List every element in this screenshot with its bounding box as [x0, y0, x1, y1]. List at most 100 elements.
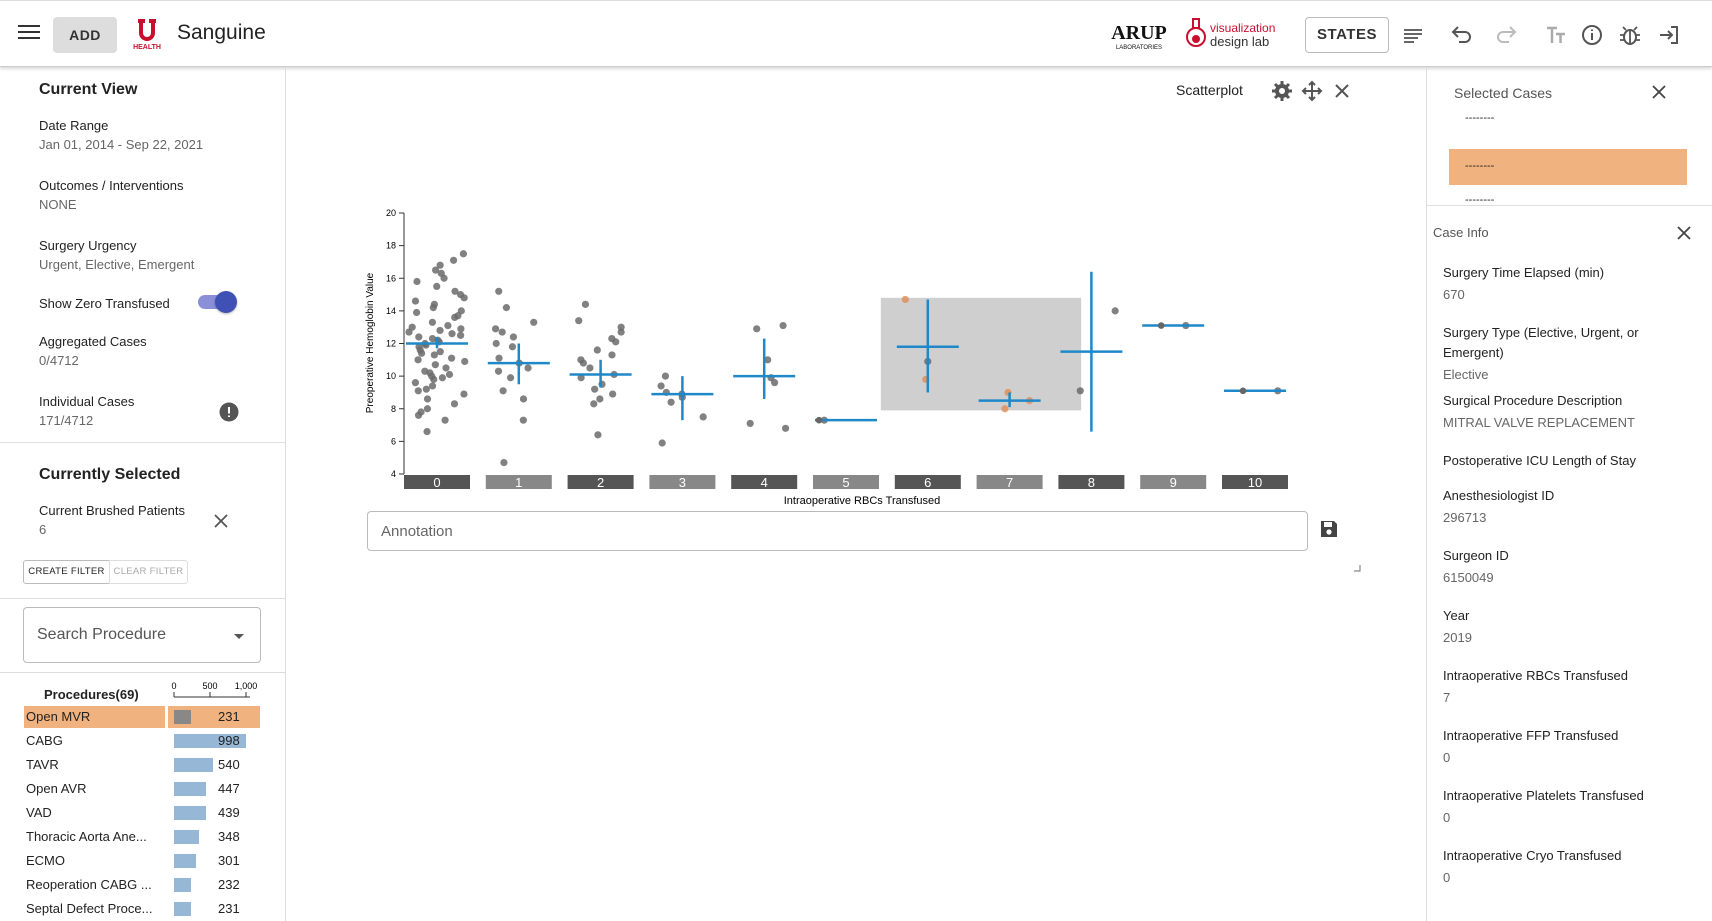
data-point[interactable] [667, 398, 675, 406]
data-point[interactable] [437, 269, 445, 277]
selected-case-item[interactable]: -------- [1465, 194, 1495, 206]
data-point[interactable] [502, 304, 510, 312]
data-point[interactable] [423, 405, 432, 413]
data-point[interactable] [617, 328, 625, 336]
data-point[interactable] [581, 300, 590, 308]
data-point[interactable] [430, 351, 438, 359]
data-point[interactable] [414, 387, 422, 395]
data-point[interactable] [746, 419, 754, 428]
data-point[interactable] [441, 416, 449, 424]
data-point[interactable] [461, 357, 469, 366]
data-point[interactable] [494, 367, 503, 375]
data-point[interactable] [431, 361, 439, 369]
data-point[interactable] [436, 348, 444, 356]
data-point[interactable] [612, 338, 620, 346]
data-point[interactable] [781, 424, 790, 432]
data-point[interactable] [509, 333, 518, 341]
data-point[interactable] [433, 282, 441, 291]
procedure-row[interactable]: Thoracic Aorta Ane... 348 [24, 826, 260, 848]
data-point[interactable] [591, 385, 599, 393]
procedure-row[interactable]: CABG 998 [24, 730, 260, 752]
data-point[interactable] [596, 395, 604, 403]
selected-case-item-active[interactable]: -------- [1449, 149, 1687, 185]
close-selected-cases-icon[interactable] [1649, 82, 1669, 102]
data-point[interactable] [444, 321, 452, 330]
data-point[interactable] [413, 277, 421, 286]
chevron-down-icon[interactable] [234, 634, 244, 639]
text-size-icon[interactable] [1542, 21, 1570, 49]
toggle-knob[interactable] [215, 291, 237, 313]
procedure-bar[interactable] [174, 806, 206, 820]
data-point[interactable] [1111, 307, 1119, 315]
data-point[interactable] [661, 372, 670, 380]
states-button[interactable]: STATES [1305, 17, 1389, 53]
data-point[interactable] [414, 411, 423, 419]
procedure-bar[interactable] [174, 830, 200, 844]
bug-icon[interactable] [1616, 21, 1644, 49]
procedure-bar[interactable] [174, 734, 246, 748]
data-point[interactable] [577, 374, 585, 382]
selected-data-point[interactable] [1001, 405, 1009, 413]
data-point[interactable] [658, 439, 666, 447]
data-point[interactable] [428, 372, 436, 380]
data-point[interactable] [457, 331, 465, 339]
procedure-bar[interactable] [174, 710, 191, 724]
data-point[interactable] [428, 318, 437, 326]
data-point[interactable] [779, 321, 787, 330]
data-point[interactable] [586, 364, 594, 372]
data-point[interactable] [421, 367, 429, 375]
data-point[interactable] [438, 374, 447, 382]
data-point[interactable] [590, 400, 598, 408]
data-point[interactable] [593, 346, 601, 354]
data-point[interactable] [442, 364, 450, 372]
annotation-input[interactable]: Annotation [367, 511, 1308, 551]
selected-case-item[interactable]: -------- [1465, 112, 1495, 124]
data-point[interactable] [500, 458, 508, 467]
procedure-bar[interactable] [174, 854, 196, 868]
data-point[interactable] [450, 400, 459, 408]
redo-icon[interactable] [1494, 21, 1522, 49]
add-button[interactable]: ADD [53, 17, 117, 53]
data-point[interactable] [524, 364, 532, 372]
data-point[interactable] [594, 431, 602, 439]
data-point[interactable] [456, 290, 465, 299]
data-point[interactable] [519, 395, 528, 403]
data-point[interactable] [492, 325, 500, 333]
data-point[interactable] [609, 390, 617, 398]
data-point[interactable] [495, 287, 503, 295]
clear-filter-button[interactable]: CLEAR FILTER [109, 560, 188, 584]
close-plot-icon[interactable] [1331, 80, 1353, 102]
procedure-row[interactable]: Open AVR 447 [24, 778, 260, 800]
data-point[interactable] [445, 370, 454, 379]
data-point[interactable] [428, 382, 437, 390]
data-point[interactable] [459, 250, 468, 258]
data-point[interactable] [498, 328, 506, 336]
create-filter-button[interactable]: CREATE FILTER [23, 560, 110, 584]
procedure-row[interactable]: Open MVR 231 [24, 706, 260, 728]
data-point[interactable] [411, 297, 420, 305]
data-point[interactable] [764, 356, 772, 364]
data-point[interactable] [657, 382, 665, 390]
procedure-row[interactable]: Septal Defect Proce... 231 [24, 898, 260, 920]
data-point[interactable] [413, 308, 421, 317]
data-point[interactable] [414, 356, 422, 364]
gear-icon[interactable] [1271, 80, 1293, 102]
procedure-row[interactable]: TAVR 540 [24, 754, 260, 776]
resize-handle-icon[interactable] [1353, 564, 1361, 572]
undo-icon[interactable] [1446, 21, 1474, 49]
data-point[interactable] [506, 374, 515, 382]
data-point[interactable] [451, 287, 459, 295]
data-point[interactable] [449, 256, 458, 264]
data-point[interactable] [495, 354, 503, 362]
data-point[interactable] [415, 333, 423, 341]
notes-icon[interactable] [1399, 21, 1427, 49]
procedure-bar[interactable] [174, 878, 191, 892]
data-point[interactable] [460, 390, 468, 398]
data-point[interactable] [417, 349, 426, 357]
move-icon[interactable] [1301, 80, 1323, 102]
data-point[interactable] [436, 326, 444, 335]
procedure-row[interactable]: ECMO 301 [24, 850, 260, 872]
procedure-bar[interactable] [174, 902, 191, 916]
data-point[interactable] [699, 413, 707, 421]
data-point[interactable] [429, 304, 437, 312]
